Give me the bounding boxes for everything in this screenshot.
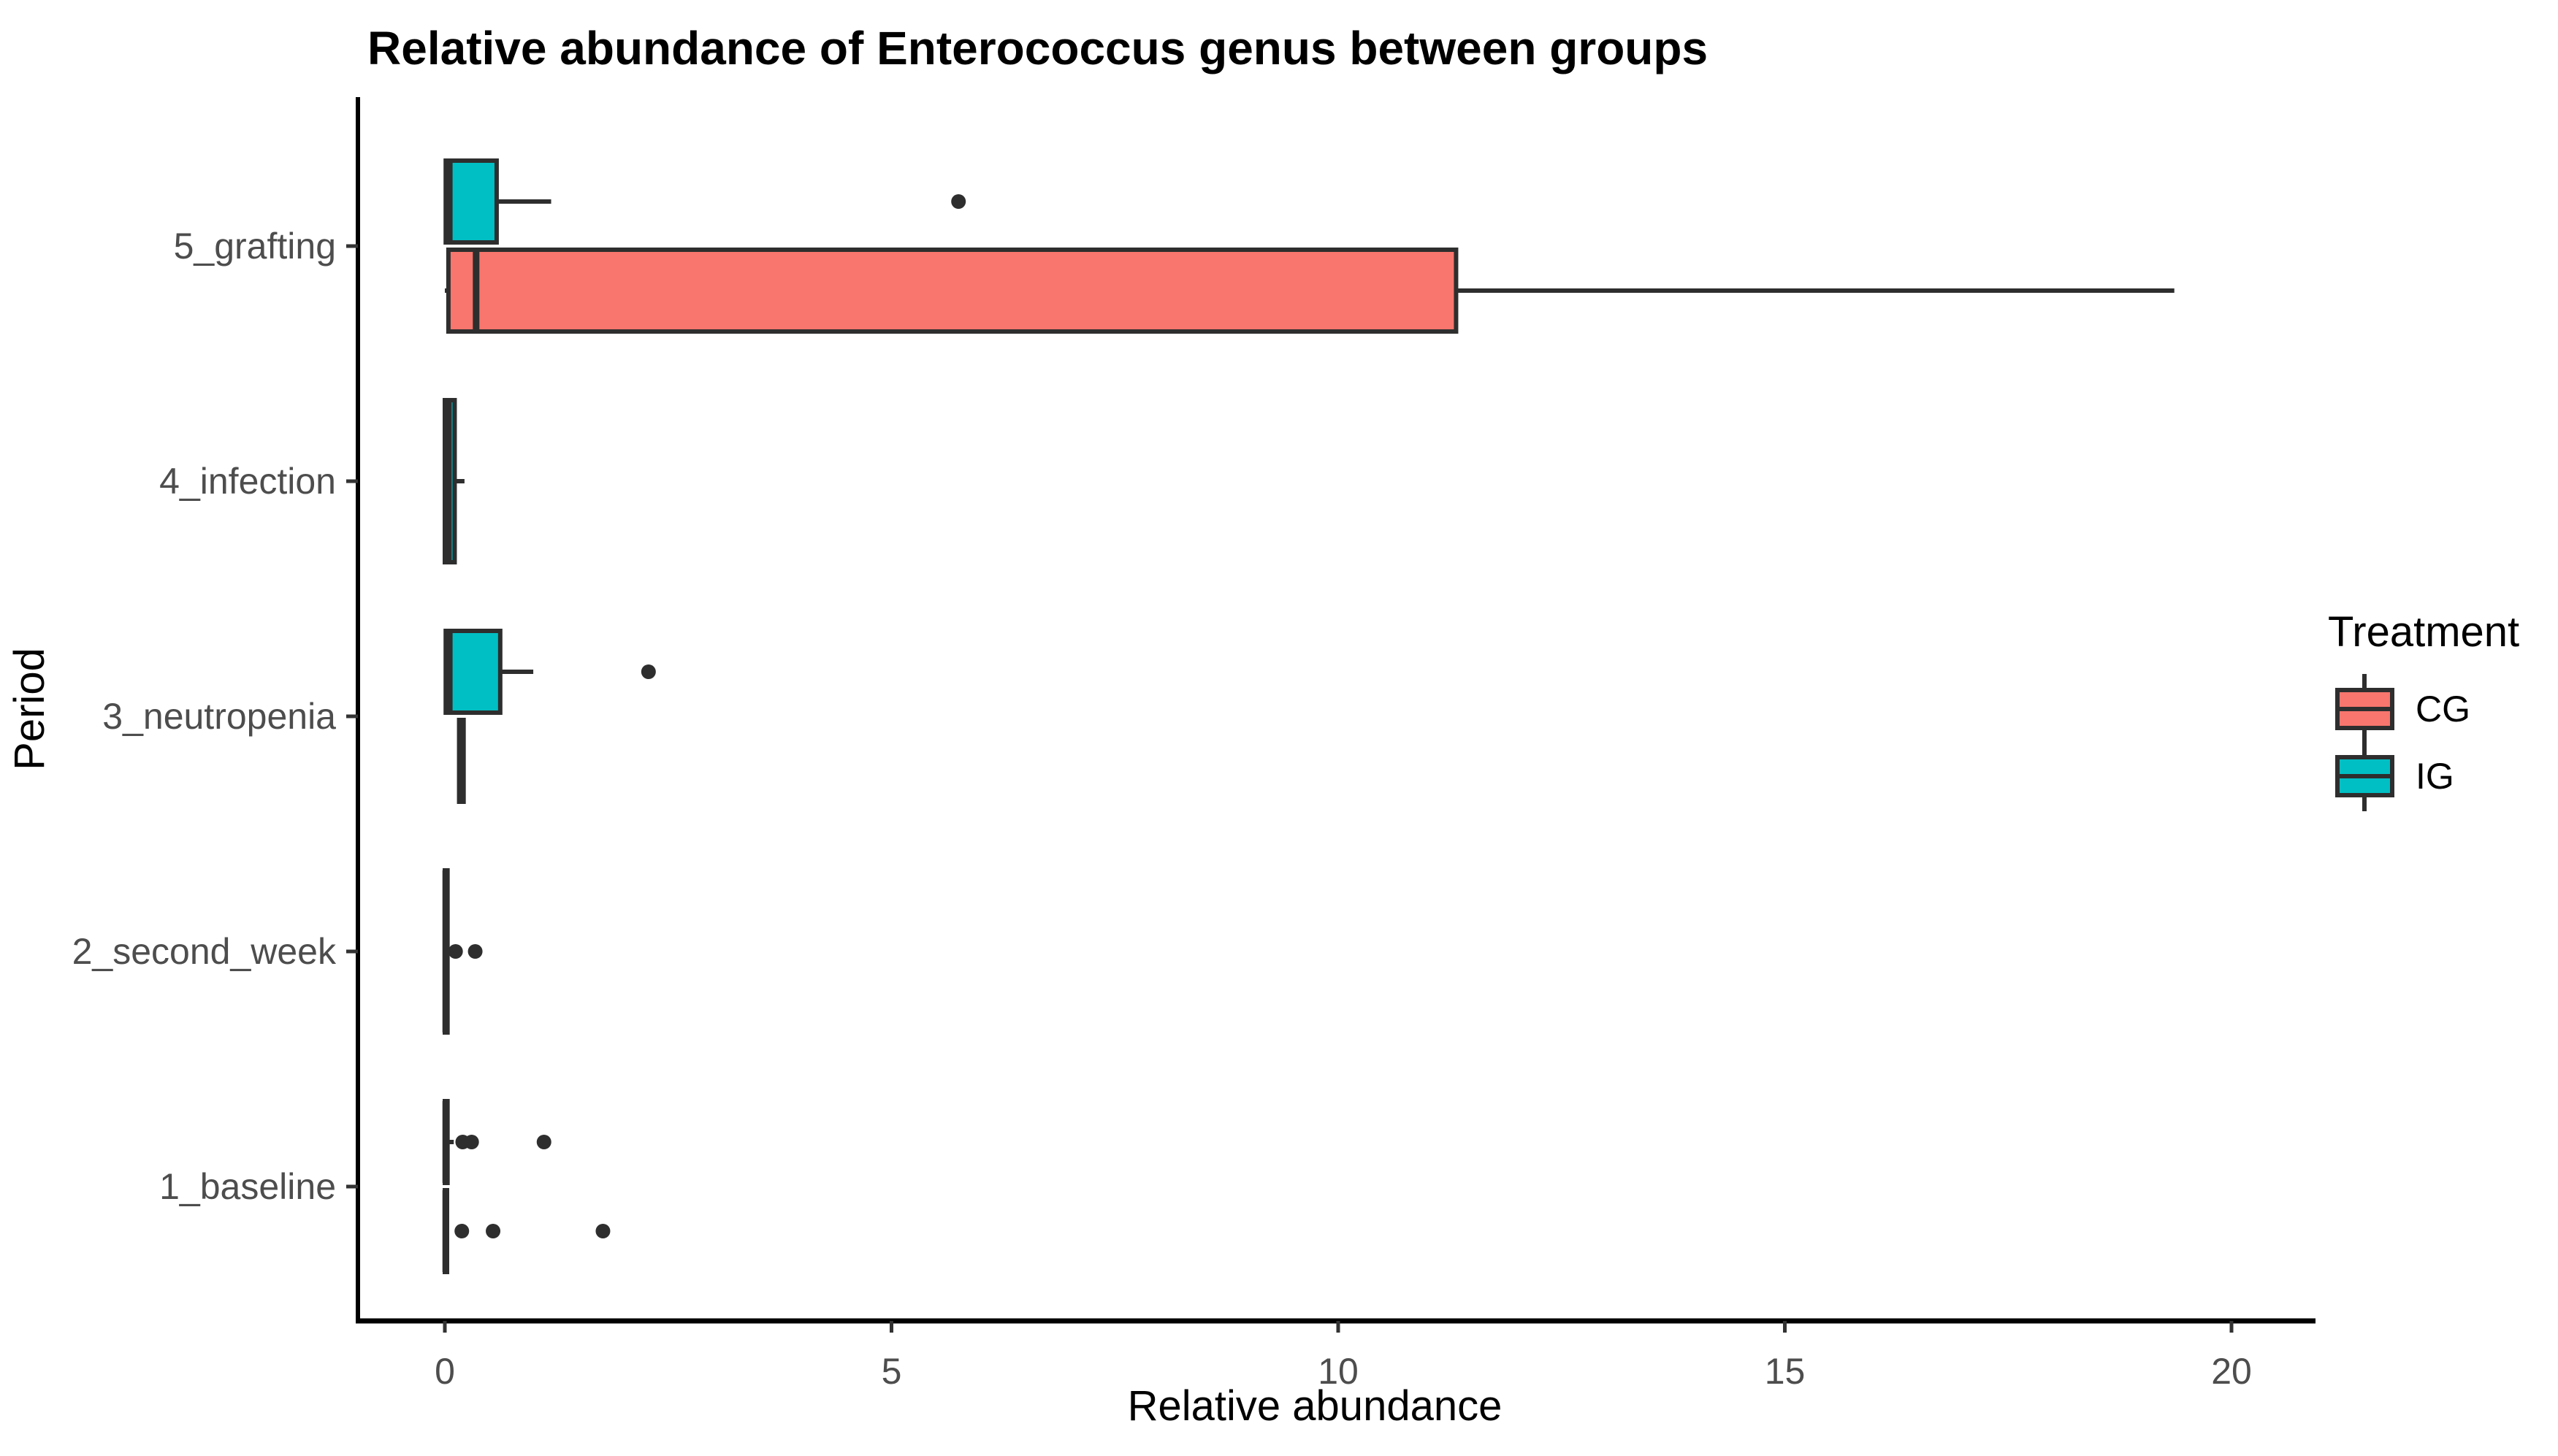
x-axis-title: Relative abundance	[1128, 1382, 1503, 1430]
outlier-dot-IG-2_second_week	[448, 944, 463, 959]
chart-title: Relative abundance of Enterococcus genus…	[367, 22, 1708, 74]
box-IG-3_neutropenia	[443, 629, 503, 715]
y-axis-title: Period	[6, 648, 53, 770]
legend-title: Treatment	[2328, 608, 2519, 656]
legend-label-IG: IG	[2416, 756, 2454, 797]
x-tick-label: 0	[435, 1351, 455, 1392]
legend: Treatment CG IG	[2328, 608, 2519, 811]
outlier-dot-CG-1_baseline	[595, 1224, 611, 1238]
outlier-dot-IG-3_neutropenia	[641, 664, 656, 679]
legend-label-CG: CG	[2416, 689, 2470, 729]
x-tick-label: 20	[2211, 1351, 2252, 1392]
category-label: 4_infection	[159, 461, 336, 502]
legend-entries: CG IG	[2335, 674, 2470, 811]
legend-entry-CG: CG	[2335, 674, 2470, 744]
box-CG-5_grafting	[446, 248, 1459, 334]
category-label: 5_grafting	[174, 226, 336, 267]
box-IG-5_grafting	[443, 158, 499, 245]
outlier-dot-CG-1_baseline	[486, 1224, 501, 1238]
outlier-dot-IG-2_second_week	[467, 944, 483, 959]
plot-area: 0 5 10 15 20 5_grafting 4_infection 3_neutropen…	[72, 97, 2315, 1392]
outlier-dot-CG-1_baseline	[454, 1224, 470, 1238]
x-tick-label: 15	[1765, 1351, 1806, 1392]
legend-entry-IG: IG	[2335, 741, 2454, 811]
category-label: 1_baseline	[159, 1166, 336, 1207]
outlier-dot-IG-5_grafting	[951, 194, 966, 209]
category-label: 2_second_week	[72, 931, 337, 972]
category-label: 3_neutropenia	[102, 696, 336, 737]
x-tick-label: 10	[1318, 1351, 1359, 1392]
x-tick-label: 5	[882, 1351, 902, 1392]
outlier-dot-IG-1_baseline	[536, 1135, 551, 1149]
outlier-dot-IG-1_baseline	[464, 1135, 479, 1149]
